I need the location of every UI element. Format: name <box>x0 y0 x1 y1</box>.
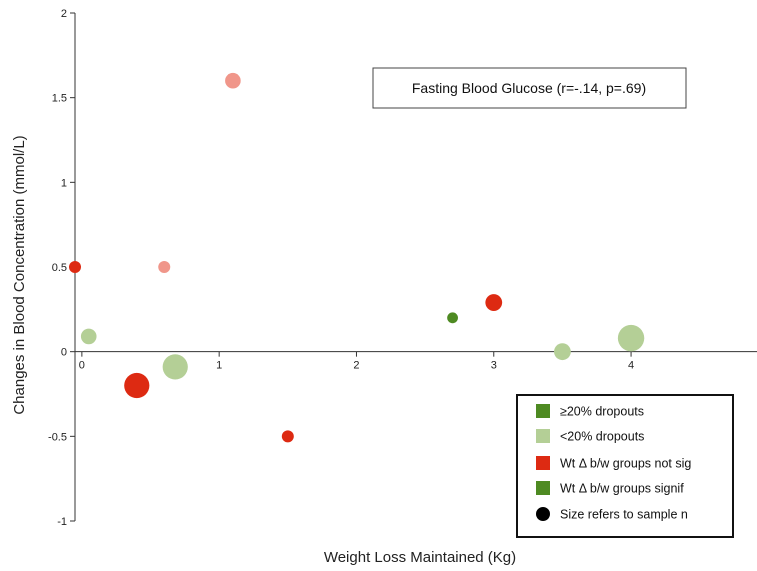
legend-label: Size refers to sample n <box>560 508 688 522</box>
legend-swatch <box>536 507 550 521</box>
legend-entries: ≥20% dropouts <20% dropouts Wt Δ b/w group… <box>536 404 691 522</box>
x-ticks: 0 1 2 3 4 <box>79 351 634 372</box>
legend: ≥20% dropouts <20% dropouts Wt Δ b/w group… <box>516 394 734 538</box>
data-point <box>447 312 458 324</box>
data-point <box>69 261 81 273</box>
legend-swatch <box>536 429 550 443</box>
legend-label: Wt Δ b/w groups signif <box>560 482 684 496</box>
data-point <box>162 354 188 380</box>
y-ticks: -1 -0.5 0 0.5 1 1.5 2 <box>48 8 75 528</box>
legend-swatch <box>536 456 550 470</box>
y-tick-label: 0 <box>61 347 67 359</box>
data-point <box>225 72 241 89</box>
y-tick-label: 1.5 <box>52 93 67 105</box>
x-tick-label: 2 <box>353 360 359 372</box>
data-point <box>617 324 645 352</box>
legend-swatch <box>536 481 550 495</box>
axes: 0 1 2 3 4 -1 -0.5 0 0.5 1 1.5 2 <box>48 8 757 528</box>
x-tick-label: 3 <box>491 360 497 372</box>
data-point <box>554 343 571 361</box>
data-point <box>80 328 97 345</box>
legend-label: <20% dropouts <box>560 430 644 444</box>
y-tick-label: -0.5 <box>48 431 67 443</box>
legend-label: ≥20% dropouts <box>560 405 644 419</box>
title-box: Fasting Blood Glucose (r=-.14, p=.69) <box>372 67 687 109</box>
y-tick-label: -1 <box>57 516 67 528</box>
x-axis-title: Weight Loss Maintained (Kg) <box>324 549 516 566</box>
x-tick-label: 4 <box>628 360 634 372</box>
data-point <box>485 294 503 311</box>
data-point <box>281 430 294 443</box>
data-points <box>69 72 645 443</box>
legend-swatch <box>536 404 550 418</box>
y-tick-label: 1 <box>61 177 67 189</box>
chart-title: Fasting Blood Glucose (r=-.14, p=.69) <box>412 80 646 96</box>
y-tick-label: 0.5 <box>52 262 67 274</box>
x-tick-label: 0 <box>79 360 85 372</box>
y-tick-label: 2 <box>61 8 67 20</box>
legend-label: Wt Δ b/w groups not sig <box>560 457 691 471</box>
y-axis-title: Changes in Blood Concentration (mmol/L) <box>11 135 28 414</box>
data-point <box>158 261 171 273</box>
data-point <box>124 372 150 399</box>
x-tick-label: 1 <box>216 360 222 372</box>
